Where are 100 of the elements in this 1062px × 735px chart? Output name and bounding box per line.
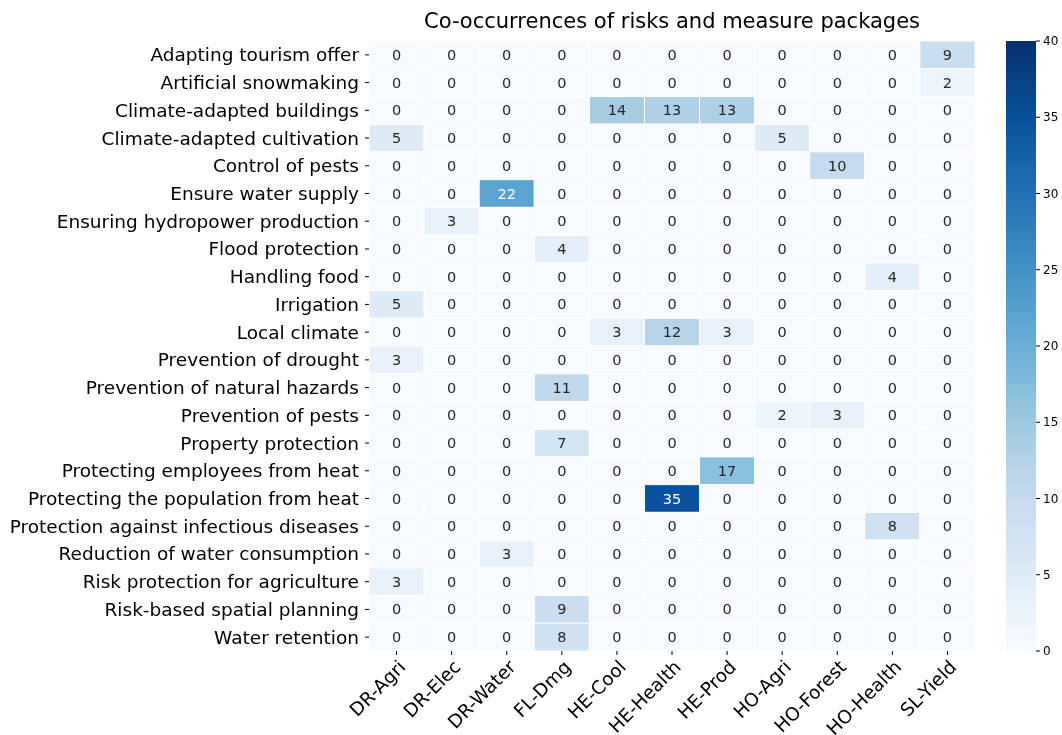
data-label: 0 (557, 296, 567, 313)
data-label: 0 (612, 157, 622, 174)
data-label: 2 (777, 407, 787, 424)
data-label: 0 (391, 407, 402, 424)
y-tick-label: Climate-adapted cultivation (101, 127, 359, 149)
y-tick-label: Flood protection (208, 238, 359, 260)
data-label: 0 (557, 130, 567, 147)
data-label: 0 (832, 518, 842, 535)
data-label: 0 (391, 379, 402, 396)
data-label: 0 (777, 46, 787, 63)
data-label: 0 (612, 462, 622, 479)
data-label: 3 (612, 324, 622, 341)
data-label: 0 (887, 240, 897, 257)
data-label: 0 (391, 74, 402, 91)
data-label: 0 (667, 545, 677, 562)
data-label: 0 (612, 130, 622, 147)
data-label: 0 (667, 407, 677, 424)
data-label: 0 (612, 407, 622, 424)
data-label: 0 (942, 435, 953, 452)
data-label: 0 (887, 379, 897, 396)
data-label: 5 (777, 130, 787, 147)
data-label: 0 (667, 435, 677, 452)
data-label: 5 (391, 130, 402, 147)
data-label: 0 (832, 74, 842, 91)
data-label: 22 (497, 185, 516, 202)
data-label: 0 (557, 462, 567, 479)
data-label: 0 (612, 490, 622, 507)
data-label: 0 (667, 351, 677, 368)
data-label: 0 (612, 435, 622, 452)
data-label: 0 (557, 213, 567, 230)
data-label: 0 (447, 130, 457, 147)
data-label: 0 (942, 462, 953, 479)
data-label: 0 (777, 518, 787, 535)
data-label: 0 (832, 351, 842, 368)
data-label: 0 (722, 518, 732, 535)
data-label: 0 (942, 518, 953, 535)
data-label: 0 (777, 74, 787, 91)
data-label: 0 (447, 185, 457, 202)
y-tick-label: Protecting employees from heat (61, 460, 359, 482)
data-label: 0 (447, 379, 457, 396)
data-label: 0 (777, 157, 787, 174)
data-label: 9 (942, 46, 953, 63)
data-label: 0 (612, 185, 622, 202)
data-label: 0 (667, 601, 677, 618)
data-label: 0 (722, 213, 732, 230)
data-label: 0 (832, 379, 842, 396)
data-label: 0 (832, 296, 842, 313)
data-label: 0 (447, 490, 457, 507)
data-label: 0 (667, 157, 677, 174)
data-label: 0 (887, 185, 897, 202)
data-label: 0 (942, 240, 953, 257)
data-label: 0 (502, 157, 512, 174)
data-label: 0 (447, 518, 457, 535)
data-label: 13 (717, 102, 737, 119)
data-label: 0 (557, 185, 567, 202)
y-tick-label: Prevention of pests (180, 404, 359, 426)
data-label: 0 (667, 130, 677, 147)
data-label: 7 (557, 435, 567, 452)
y-tick-label: Artificial snowmaking (160, 72, 359, 94)
y-tick-label: Ensure water supply (170, 183, 360, 204)
data-label: 0 (667, 185, 677, 202)
data-label: 2 (942, 74, 953, 91)
data-label: 0 (612, 74, 622, 91)
color-bar-label: 35 (1043, 110, 1059, 125)
data-label: 0 (942, 379, 953, 396)
data-label: 3 (832, 407, 842, 424)
y-tick-label: Adapting tourism offer (150, 44, 360, 66)
y-tick-label: Irrigation (275, 293, 359, 315)
data-label: 0 (832, 545, 842, 562)
data-label: 0 (777, 296, 787, 313)
data-label: 0 (887, 601, 897, 618)
data-label: 0 (612, 351, 622, 368)
data-label: 0 (502, 490, 512, 507)
y-tick-label: Control of pests (212, 155, 359, 177)
y-tick-label: Handling food (229, 266, 359, 288)
data-label: 0 (391, 601, 402, 618)
data-label: 0 (722, 46, 732, 63)
data-label: 0 (612, 629, 622, 646)
data-label: 0 (391, 545, 402, 562)
data-label: 0 (832, 102, 842, 119)
data-label: 0 (942, 102, 953, 119)
data-label: 0 (722, 185, 732, 202)
data-label: 0 (447, 324, 457, 341)
data-label: 0 (447, 240, 457, 257)
data-label: 0 (557, 46, 567, 63)
color-bar-label: 0 (1043, 644, 1051, 658)
data-label: 0 (557, 351, 567, 368)
data-label: 0 (667, 518, 677, 535)
data-label: 0 (887, 462, 897, 479)
data-label: 0 (391, 324, 402, 341)
data-label: 0 (557, 490, 567, 507)
data-label: 0 (942, 601, 953, 618)
data-label: 0 (557, 573, 567, 590)
data-label: 3 (722, 324, 732, 341)
data-label: 0 (777, 435, 787, 452)
data-label: 0 (832, 324, 842, 341)
data-label: 0 (722, 296, 732, 313)
data-label: 0 (612, 545, 622, 562)
data-label: 0 (447, 629, 457, 646)
data-label: 0 (447, 268, 457, 285)
